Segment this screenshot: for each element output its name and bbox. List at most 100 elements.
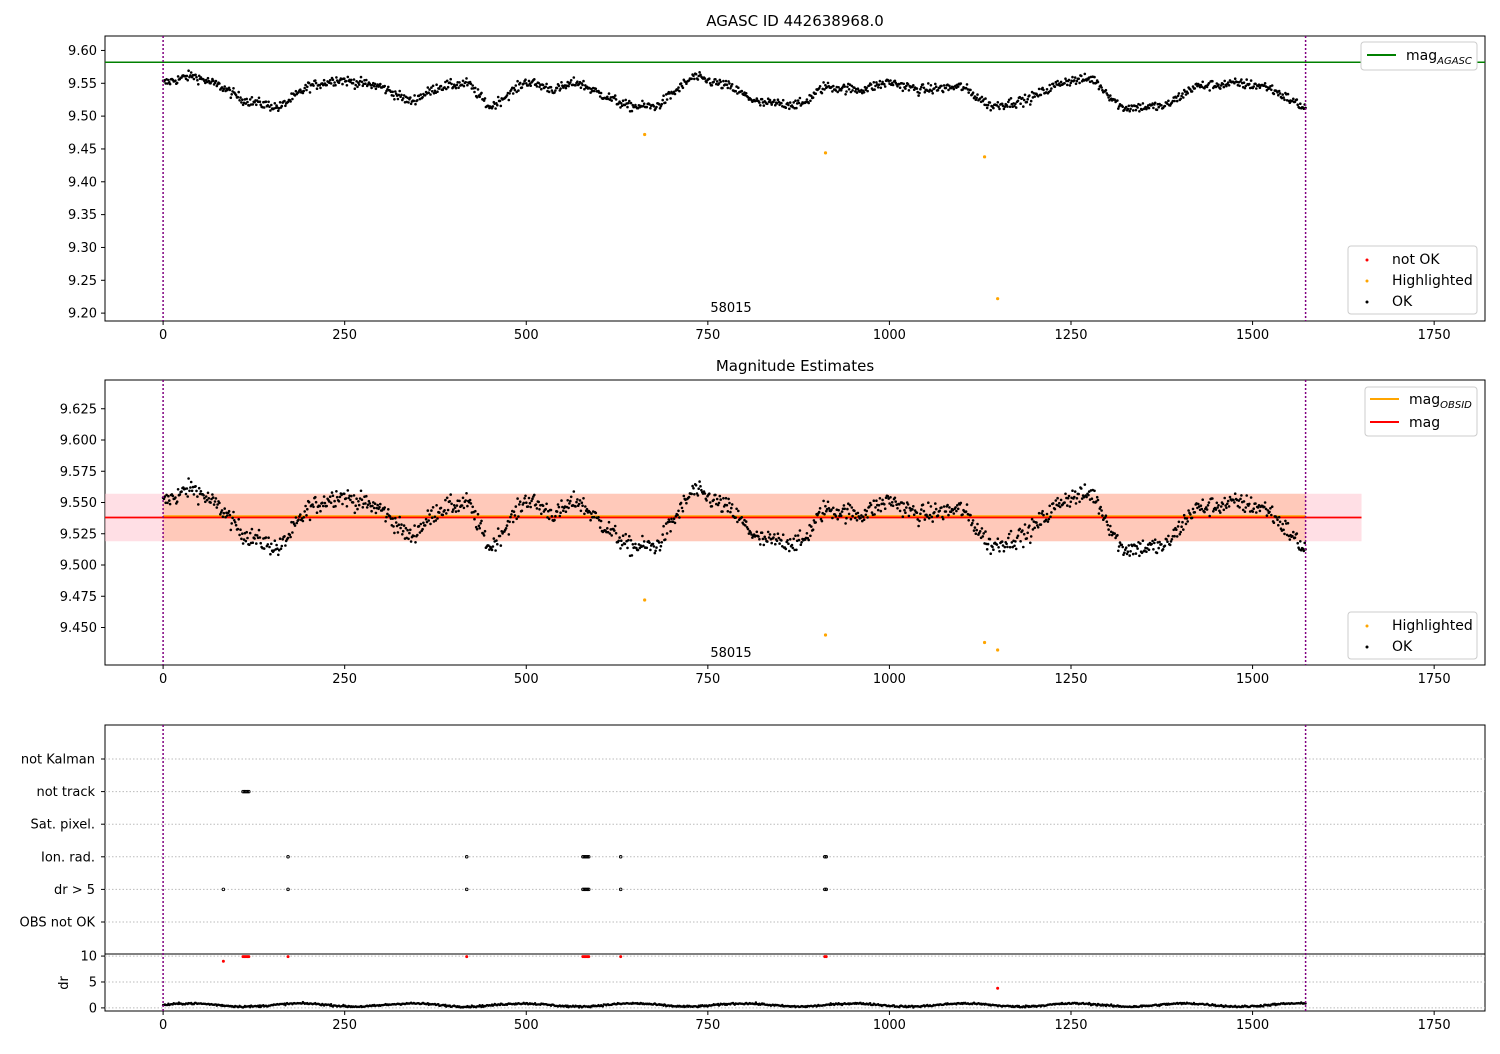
ok-point bbox=[844, 93, 847, 96]
ok-point bbox=[989, 108, 992, 112]
ok-point bbox=[847, 512, 851, 516]
ok-point bbox=[592, 89, 596, 93]
ok-point bbox=[770, 541, 773, 545]
ok-point bbox=[1292, 530, 1295, 534]
ok-point bbox=[1255, 511, 1258, 514]
ok-point bbox=[171, 494, 175, 498]
ok-point bbox=[373, 502, 377, 506]
ok-point bbox=[1161, 548, 1165, 551]
ok-point bbox=[1093, 75, 1096, 79]
ok-point bbox=[257, 96, 261, 100]
ok-point bbox=[165, 493, 168, 497]
ok-point bbox=[1173, 534, 1176, 538]
ok-point bbox=[610, 99, 613, 102]
ok-point bbox=[1227, 505, 1231, 508]
ok-point bbox=[929, 84, 933, 87]
ok-point bbox=[242, 538, 246, 541]
y-tick-label: 9.625 bbox=[60, 402, 97, 417]
ok-point bbox=[186, 78, 189, 82]
ok-point bbox=[667, 518, 671, 521]
ok-point bbox=[690, 77, 693, 81]
ok-point bbox=[588, 510, 591, 514]
ok-point bbox=[718, 494, 722, 498]
ok-point bbox=[1121, 545, 1124, 549]
ok-point bbox=[522, 501, 525, 505]
ok-point bbox=[1096, 80, 1100, 84]
ok-point bbox=[853, 86, 856, 89]
ok-point bbox=[452, 504, 456, 507]
ok-point bbox=[554, 89, 557, 92]
ok-point bbox=[655, 105, 658, 109]
ok-point bbox=[1211, 497, 1214, 500]
ok-point bbox=[955, 509, 958, 513]
ok-point bbox=[569, 499, 572, 503]
panel2-title: Magnitude Estimates bbox=[716, 357, 874, 375]
flag-point bbox=[585, 855, 590, 859]
ok-point bbox=[658, 548, 662, 552]
ok-point bbox=[370, 86, 373, 90]
legend-mag: mag bbox=[1409, 415, 1440, 431]
ok-point bbox=[238, 533, 241, 537]
ok-point bbox=[1166, 540, 1169, 543]
flag-point bbox=[464, 855, 469, 859]
ok-point bbox=[896, 507, 899, 510]
ok-point bbox=[510, 513, 513, 516]
ok-point bbox=[421, 96, 424, 99]
ok-point bbox=[234, 523, 238, 527]
ok-point bbox=[1129, 550, 1132, 553]
ok-point bbox=[1008, 545, 1012, 549]
ok-point bbox=[430, 509, 433, 512]
ok-point bbox=[206, 76, 210, 80]
ok-point bbox=[744, 92, 748, 95]
ok-point bbox=[1106, 523, 1109, 527]
ok-point bbox=[494, 107, 497, 110]
ok-point bbox=[681, 86, 685, 90]
ok-point bbox=[1277, 523, 1280, 527]
ok-point bbox=[923, 90, 927, 94]
ok-point bbox=[824, 504, 827, 508]
ok-point bbox=[1022, 105, 1025, 108]
panel1-legend-points: not OK Highlighted OK bbox=[1347, 245, 1478, 315]
ok-point bbox=[660, 102, 664, 106]
ok-point bbox=[749, 531, 752, 534]
ok-point bbox=[250, 96, 254, 99]
ok-point bbox=[662, 524, 665, 528]
ok-point bbox=[1116, 99, 1119, 102]
ok-point bbox=[1278, 520, 1282, 524]
ok-point bbox=[1222, 508, 1226, 512]
ok-point bbox=[1068, 505, 1072, 508]
ok-point bbox=[1009, 529, 1013, 533]
ok-point bbox=[855, 519, 859, 522]
ok-point bbox=[763, 535, 766, 539]
highlighted-point bbox=[823, 633, 828, 637]
ok-point bbox=[766, 530, 770, 534]
ok-point bbox=[453, 506, 457, 510]
ok-point bbox=[832, 84, 835, 88]
ok-point bbox=[589, 91, 592, 94]
ok-point bbox=[1225, 84, 1228, 88]
ok-point bbox=[185, 487, 189, 490]
ok-point bbox=[509, 515, 512, 519]
ok-point bbox=[1296, 103, 1299, 106]
ok-point bbox=[461, 79, 465, 83]
dr-not-ok-point bbox=[996, 986, 1000, 990]
ok-point bbox=[740, 89, 744, 93]
ok-point bbox=[537, 500, 540, 504]
ok-point bbox=[556, 503, 560, 506]
ok-point bbox=[1095, 495, 1099, 499]
ok-point bbox=[1087, 493, 1090, 497]
ok-point bbox=[254, 542, 258, 545]
x-tick-label: 250 bbox=[332, 328, 357, 343]
ok-point bbox=[788, 549, 791, 553]
ok-point bbox=[872, 81, 876, 84]
ok-point bbox=[239, 528, 242, 531]
ok-point bbox=[608, 532, 612, 535]
ok-point bbox=[297, 518, 300, 521]
ok-point bbox=[401, 529, 405, 533]
ok-point bbox=[1270, 84, 1274, 87]
ok-point bbox=[365, 506, 369, 509]
ok-point bbox=[780, 101, 783, 105]
ok-point bbox=[492, 537, 496, 540]
ok-point bbox=[630, 554, 634, 557]
ok-point bbox=[850, 506, 854, 509]
